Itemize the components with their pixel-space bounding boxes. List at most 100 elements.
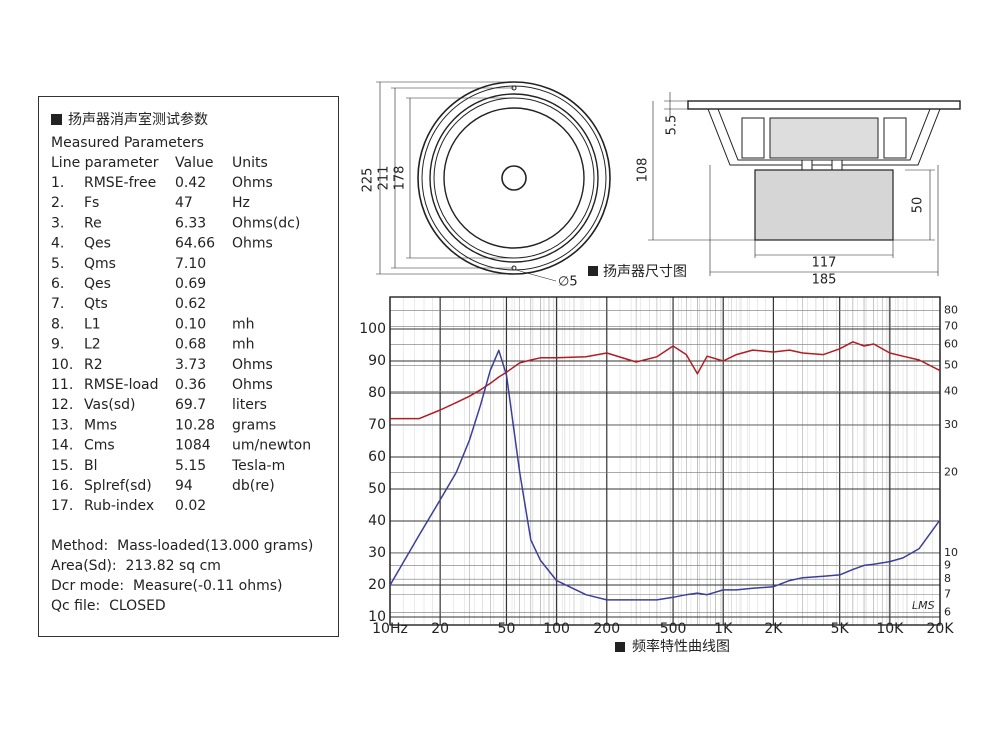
param-cell: Qes <box>84 276 111 292</box>
param-cell: Ohms <box>232 236 273 252</box>
param-cell: 5. <box>51 256 64 272</box>
series-line <box>390 341 941 420</box>
y-tick-label: 40 <box>368 513 386 529</box>
param-cell: 7.10 <box>175 256 206 272</box>
param-cell: 64.66 <box>175 236 215 252</box>
param-cell: Fs <box>84 195 99 211</box>
param-cell: 16. <box>51 478 73 494</box>
param-cell: 10. <box>51 357 73 373</box>
param-note: Area(Sd): 213.82 sq cm <box>51 558 221 574</box>
param-cell: Re <box>84 215 102 231</box>
dim-label: 5.5 <box>665 115 680 136</box>
x-tick-label: 100 <box>543 621 570 637</box>
x-tick-label: 500 <box>660 621 687 637</box>
y-tick-label: 30 <box>368 545 386 561</box>
param-cell: L1 <box>84 316 101 332</box>
icon <box>51 114 62 125</box>
dim-label: 225 <box>361 168 376 193</box>
param-cell: mh <box>232 337 255 353</box>
param-cell: 6.33 <box>175 215 206 231</box>
x-tick-label: 200 <box>593 621 620 637</box>
dim-label: 50 <box>911 197 926 214</box>
y2-tick-label: 50 <box>944 359 958 372</box>
param-cell: 2. <box>51 195 64 211</box>
param-cell: mh <box>232 316 255 332</box>
param-cell: Hz <box>232 195 250 211</box>
dim-caption: 扬声器尺寸图 <box>603 264 687 280</box>
y2-tick-label: 40 <box>944 385 958 398</box>
y2-tick-label: 7 <box>944 588 951 601</box>
y2-tick-label: 30 <box>944 418 958 431</box>
param-cell: RMSE-load <box>84 377 159 393</box>
param-cell: 0.36 <box>175 377 206 393</box>
param-cell: RMSE-free <box>84 175 156 191</box>
dim-label: ∅5 <box>558 275 578 290</box>
param-cell: 0.69 <box>175 276 206 292</box>
param-note: Qc file: CLOSED <box>51 598 166 614</box>
param-cell: 11. <box>51 377 73 393</box>
param-cell: 12. <box>51 397 73 413</box>
param-cell: Ohms <box>232 357 273 373</box>
param-cell: 5.15 <box>175 458 206 474</box>
param-cell: Tesla-m <box>231 458 285 474</box>
dim-label: 211 <box>377 166 392 191</box>
param-cell: 0.42 <box>175 175 206 191</box>
x-tick-label: 50 <box>498 621 516 637</box>
y-tick-label: 70 <box>368 417 386 433</box>
watermark: LMS <box>912 599 935 612</box>
x-tick-label: 5K <box>831 621 850 637</box>
param-cell: db(re) <box>232 478 275 494</box>
param-cell: 13. <box>51 417 73 433</box>
header: Value <box>175 155 213 171</box>
param-cell: Ohms <box>232 377 273 393</box>
chart-title: 频率特性曲线图 <box>632 638 730 655</box>
param-cell: 0.62 <box>175 296 206 312</box>
param-cell: 10.28 <box>175 417 215 433</box>
param-cell: 4. <box>51 236 64 252</box>
dim-label: 108 <box>636 158 651 183</box>
param-cell: L2 <box>84 337 101 353</box>
param-cell: Ohms(dc) <box>232 215 300 231</box>
param-cell: 6. <box>51 276 64 292</box>
header: Line parameter <box>51 155 159 171</box>
param-cell: 0.10 <box>175 316 206 332</box>
param-cell: 47 <box>175 195 193 211</box>
dim-label: 185 <box>812 273 837 288</box>
param-cell: 1. <box>51 175 64 191</box>
y-tick-label: 80 <box>368 385 386 401</box>
x-tick-label: 1K <box>714 621 733 637</box>
y2-tick-label: 60 <box>944 337 958 350</box>
param-cell: liters <box>232 397 267 413</box>
param-note: Method: Mass-loaded(13.000 grams) <box>51 538 313 554</box>
param-note: Dcr mode: Measure(-0.11 ohms) <box>51 578 282 594</box>
param-cell: 1084 <box>175 438 211 454</box>
y-tick-label: 20 <box>368 577 386 593</box>
x-tick-label: 10K <box>876 621 904 637</box>
param-cell: 17. <box>51 498 73 514</box>
y2-tick-label: 80 <box>944 304 958 317</box>
plot-frame <box>389 296 941 626</box>
y2-tick-label: 9 <box>944 558 951 571</box>
param-cell: 8. <box>51 316 64 332</box>
param-cell: Qts <box>84 296 108 312</box>
icon <box>588 266 598 276</box>
param-cell: 3. <box>51 215 64 231</box>
y2-tick-label: 8 <box>944 572 951 585</box>
param-cell: Rub-index <box>84 498 154 514</box>
dim-label: 178 <box>393 166 408 191</box>
param-cell: 94 <box>175 478 193 494</box>
series-line <box>389 349 941 601</box>
front-view <box>376 81 611 282</box>
param-cell: Qms <box>84 256 116 272</box>
y2-tick-label: 6 <box>944 606 951 619</box>
param-title: 扬声器消声室测试参数 <box>68 111 208 128</box>
y2-tick-label: 70 <box>944 319 958 332</box>
header: Units <box>232 155 268 171</box>
dim-label: 117 <box>812 256 837 271</box>
y2-tick-label: 10 <box>944 546 958 559</box>
param-cell: 14. <box>51 438 73 454</box>
y2-tick-label: 20 <box>944 465 958 478</box>
param-cell: Ohms <box>232 175 273 191</box>
param-cell: um/newton <box>232 438 311 454</box>
